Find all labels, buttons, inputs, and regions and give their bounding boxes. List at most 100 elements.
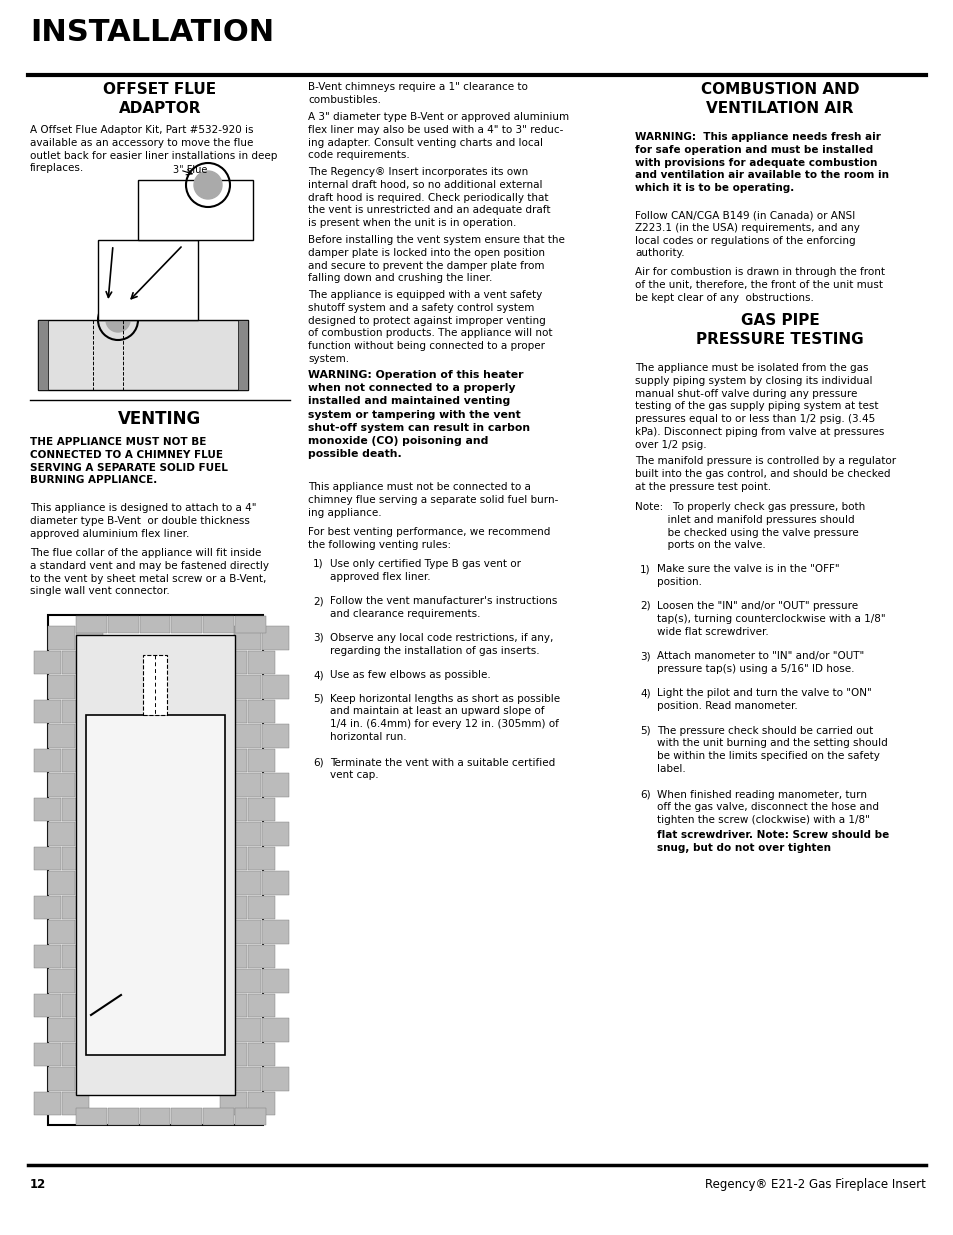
Bar: [262, 676, 289, 699]
Text: This appliance is designed to attach to a 4"
diameter type B-Vent  or double thi: This appliance is designed to attach to …: [30, 503, 256, 538]
Bar: [48, 1018, 75, 1041]
Text: 2): 2): [313, 597, 323, 606]
Bar: [233, 1018, 261, 1041]
Bar: [48, 773, 75, 797]
Text: 1): 1): [639, 564, 650, 574]
Text: INSTALLATION: INSTALLATION: [30, 19, 274, 47]
Bar: [220, 651, 247, 674]
Bar: [108, 616, 138, 634]
Bar: [48, 871, 75, 894]
Text: GAS PIPE
PRESSURE TESTING: GAS PIPE PRESSURE TESTING: [696, 312, 862, 347]
Bar: [62, 1092, 89, 1115]
Bar: [143, 655, 167, 715]
Bar: [248, 798, 274, 821]
Bar: [262, 724, 289, 747]
Bar: [34, 846, 61, 869]
Text: B-Vent chimneys require a 1" clearance to
combustibles.: B-Vent chimneys require a 1" clearance t…: [308, 82, 527, 105]
Bar: [220, 1042, 247, 1066]
Bar: [34, 945, 61, 968]
Bar: [62, 846, 89, 869]
Bar: [34, 651, 61, 674]
Bar: [172, 616, 202, 634]
Bar: [76, 920, 103, 944]
Text: WARNING: Operation of this heater
when not connected to a properly
installed and: WARNING: Operation of this heater when n…: [308, 370, 530, 459]
Bar: [38, 320, 248, 390]
Bar: [248, 846, 274, 869]
Text: When finished reading manometer, turn
off the gas valve, disconnect the hose and: When finished reading manometer, turn of…: [657, 789, 878, 825]
Bar: [220, 798, 247, 821]
Text: Loosen the "IN" and/or "OUT" pressure
tap(s), turning counterclockwise with a 1/: Loosen the "IN" and/or "OUT" pressure ta…: [657, 601, 884, 636]
Bar: [248, 1042, 274, 1066]
Bar: [76, 1108, 107, 1125]
Text: Air for combustion is drawn in through the front
of the unit, therefore, the fro: Air for combustion is drawn in through t…: [635, 267, 884, 303]
Bar: [233, 1067, 261, 1091]
Bar: [76, 616, 107, 634]
Bar: [138, 180, 253, 240]
Text: OFFSET FLUE
ADAPTOR: OFFSET FLUE ADAPTOR: [103, 82, 216, 116]
Bar: [233, 676, 261, 699]
Bar: [220, 1092, 247, 1115]
Bar: [220, 993, 247, 1016]
Bar: [76, 724, 103, 747]
Bar: [262, 920, 289, 944]
Bar: [248, 1092, 274, 1115]
Bar: [34, 1042, 61, 1066]
Text: A Offset Flue Adaptor Kit, Part #532-920 is
available as an accessory to move th: A Offset Flue Adaptor Kit, Part #532-920…: [30, 125, 277, 173]
Text: The Regency® Insert incorporates its own
internal draft hood, so no additional e: The Regency® Insert incorporates its own…: [308, 167, 550, 228]
Text: The appliance is equipped with a vent safety
shutoff system and a safety control: The appliance is equipped with a vent sa…: [308, 290, 552, 364]
Bar: [248, 895, 274, 919]
Text: Regency® E21-2 Gas Fireplace Insert: Regency® E21-2 Gas Fireplace Insert: [704, 1178, 925, 1191]
Bar: [48, 724, 75, 747]
Text: 6): 6): [313, 757, 323, 767]
Bar: [220, 748, 247, 772]
Bar: [62, 895, 89, 919]
Bar: [76, 773, 103, 797]
Bar: [48, 615, 263, 1125]
Text: 12: 12: [30, 1178, 46, 1191]
Text: 5): 5): [313, 694, 323, 704]
Bar: [48, 823, 75, 846]
Bar: [48, 1067, 75, 1091]
Text: 3): 3): [639, 652, 650, 662]
Bar: [34, 1092, 61, 1115]
Text: Use only certified Type B gas vent or
approved flex liner.: Use only certified Type B gas vent or ap…: [330, 559, 520, 582]
Bar: [248, 748, 274, 772]
Bar: [248, 993, 274, 1016]
Bar: [76, 676, 103, 699]
Text: The manifold pressure is controlled by a regulator
built into the gas control, a: The manifold pressure is controlled by a…: [635, 456, 895, 492]
Bar: [38, 320, 48, 390]
Text: Follow CAN/CGA B149 (in Canada) or ANSI
Z223.1 (in the USA) requirements, and an: Follow CAN/CGA B149 (in Canada) or ANSI …: [635, 210, 859, 258]
Bar: [220, 895, 247, 919]
Bar: [233, 920, 261, 944]
Bar: [262, 626, 289, 650]
Bar: [62, 651, 89, 674]
Bar: [262, 823, 289, 846]
Bar: [248, 651, 274, 674]
Text: 5): 5): [639, 725, 650, 736]
Text: 2): 2): [639, 601, 650, 611]
Bar: [248, 699, 274, 722]
Bar: [233, 724, 261, 747]
Text: 4): 4): [313, 671, 323, 680]
Bar: [172, 1108, 202, 1125]
Bar: [203, 1108, 233, 1125]
Text: 1): 1): [313, 559, 323, 569]
Text: flat screwdriver. Note: Screw should be
snug, but do not over tighten: flat screwdriver. Note: Screw should be …: [657, 830, 888, 853]
Text: 4): 4): [639, 688, 650, 699]
Bar: [234, 616, 266, 634]
Circle shape: [106, 308, 130, 332]
Text: For best venting performance, we recommend
the following venting rules:: For best venting performance, we recomme…: [308, 527, 550, 550]
Bar: [34, 699, 61, 722]
Text: The appliance must be isolated from the gas
supply piping system by closing its : The appliance must be isolated from the …: [635, 363, 883, 450]
Bar: [233, 626, 261, 650]
Bar: [234, 1108, 266, 1125]
Bar: [108, 1108, 138, 1125]
Bar: [262, 871, 289, 894]
Bar: [233, 969, 261, 993]
Bar: [203, 616, 233, 634]
Bar: [34, 993, 61, 1016]
Bar: [76, 871, 103, 894]
Text: Use as few elbows as possible.: Use as few elbows as possible.: [330, 671, 490, 680]
Bar: [34, 798, 61, 821]
Text: VENTING: VENTING: [118, 410, 201, 429]
